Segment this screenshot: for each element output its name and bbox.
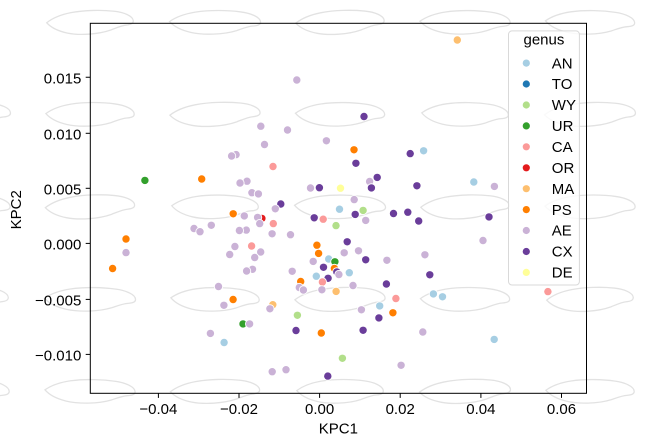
svg-text:AE: AE [552, 223, 572, 240]
svg-text:KPC2: KPC2 [8, 190, 25, 229]
svg-text:KPC1: KPC1 [319, 421, 358, 438]
svg-text:AN: AN [552, 55, 573, 72]
svg-text:OR: OR [552, 160, 575, 177]
svg-text:0.000: 0.000 [44, 236, 82, 253]
svg-text:genus: genus [524, 31, 565, 48]
svg-text:0.02: 0.02 [386, 401, 415, 418]
svg-text:UR: UR [552, 118, 574, 135]
svg-text:−0.005: −0.005 [35, 292, 81, 309]
svg-text:0.04: 0.04 [466, 401, 495, 418]
svg-text:0.015: 0.015 [44, 70, 82, 87]
svg-text:0.00: 0.00 [305, 401, 334, 418]
svg-text:0.06: 0.06 [547, 401, 576, 418]
svg-text:0.005: 0.005 [44, 181, 82, 198]
svg-text:WY: WY [552, 97, 576, 114]
svg-text:−0.02: −0.02 [220, 401, 258, 418]
svg-text:CX: CX [552, 244, 573, 261]
svg-text:−0.04: −0.04 [139, 401, 177, 418]
svg-text:TO: TO [552, 76, 573, 93]
svg-text:DE: DE [552, 265, 573, 282]
svg-text:−0.010: −0.010 [35, 347, 81, 364]
svg-text:CA: CA [552, 139, 573, 156]
svg-text:PS: PS [552, 202, 572, 219]
svg-text:0.010: 0.010 [44, 126, 82, 143]
svg-text:MA: MA [552, 181, 575, 198]
